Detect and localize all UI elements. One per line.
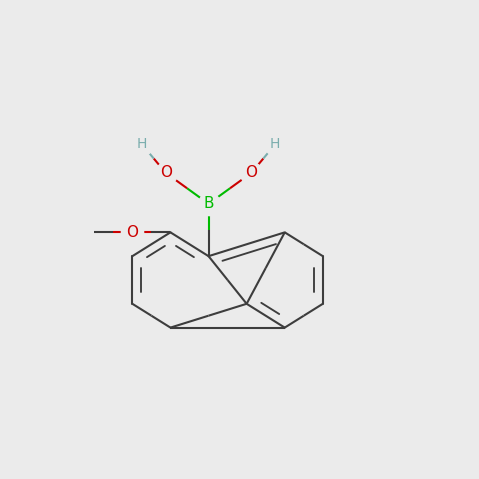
Text: B: B xyxy=(203,196,214,211)
Text: H: H xyxy=(270,137,280,151)
Text: O: O xyxy=(245,165,257,180)
Text: O: O xyxy=(126,225,138,240)
Text: O: O xyxy=(160,165,171,180)
Text: H: H xyxy=(137,137,147,151)
